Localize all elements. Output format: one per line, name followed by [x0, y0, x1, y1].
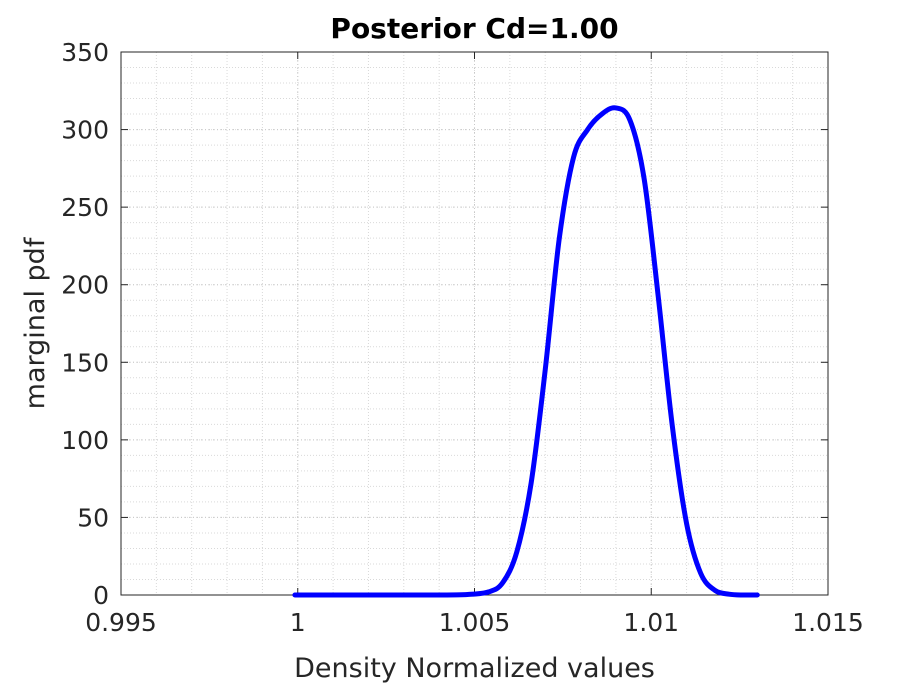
- y-tick-label: 250: [61, 193, 109, 222]
- x-tick-label: 0.995: [85, 608, 157, 637]
- chart-title: Posterior Cd=1.00: [330, 12, 618, 45]
- y-tick-label: 0: [93, 581, 109, 610]
- y-tick-label: 100: [61, 426, 109, 455]
- minor-grid: [120, 51, 829, 596]
- y-tick-label: 200: [61, 271, 109, 300]
- y-tick-label: 300: [61, 116, 109, 145]
- y-tick-label: 50: [77, 503, 109, 532]
- x-tick-label: 1: [290, 608, 306, 637]
- y-tick-label: 150: [61, 348, 109, 377]
- y-axis-label: marginal pdf: [20, 236, 51, 409]
- x-tick-label: 1.01: [623, 608, 679, 637]
- axis-ticks: [120, 51, 829, 596]
- y-tick-label: 350: [61, 38, 109, 67]
- x-tick-labels: 0.995 1 1.005 1.01 1.015: [85, 608, 864, 637]
- x-tick-label: 1.005: [439, 608, 511, 637]
- y-tick-labels: 0 50 100 150 200 250 300 350: [61, 38, 109, 610]
- x-tick-label: 1.015: [792, 608, 864, 637]
- series-line: [292, 105, 760, 598]
- x-axis-label: Density Normalized values: [294, 653, 655, 684]
